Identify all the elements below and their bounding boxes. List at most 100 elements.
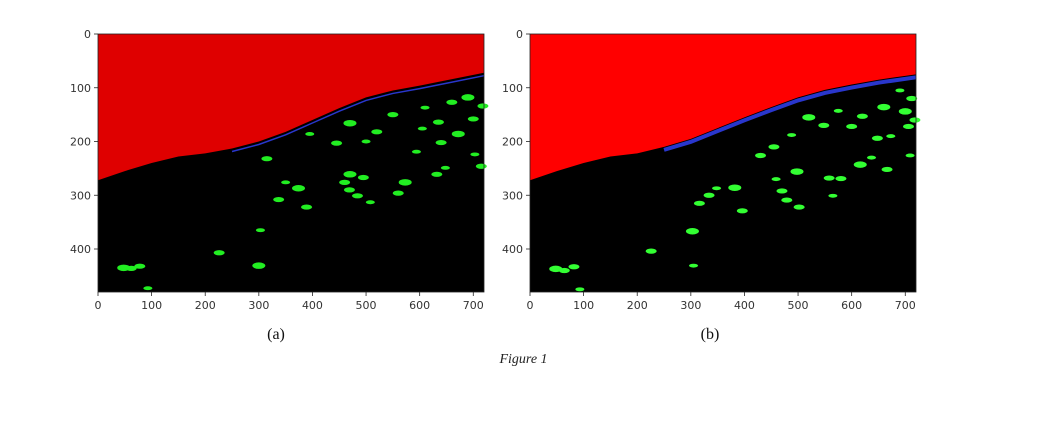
blob-a-23 [435,139,447,146]
blob-b-28 [909,117,921,123]
blob-a-22 [431,171,443,177]
y-tick-label-a-2: 200 [70,136,91,149]
heatmap-a: 0 100 200 300 400 500 600 700 0 100 200 300 400 [70,28,489,312]
blob-b-5 [685,228,699,235]
blob-b-26 [902,123,914,130]
blob-a-4 [213,250,225,256]
x-tick-label-a-5: 500 [356,299,377,312]
blob-b-32 [846,123,858,130]
blob-a-15 [343,171,357,178]
blob-b-37 [768,144,780,150]
blob-a-25 [451,130,465,138]
x-tick-label-b-1: 100 [573,299,594,312]
blob-a-11 [301,204,313,210]
edge-band-b [663,75,917,152]
subcaption-b: (b) [700,326,720,343]
blob-a-8 [273,196,285,203]
blob-a-27 [470,152,480,157]
x-tick-label-a-3: 300 [248,299,269,312]
blob-b-33 [833,108,843,113]
blob-a-31 [371,129,383,135]
edge-band-a [231,74,485,153]
x-tick-label-b-6: 600 [841,299,862,312]
y-tick-label-b-2: 200 [502,136,523,149]
y-tick-label-b-4: 400 [502,243,523,256]
blob-a-5 [252,262,266,269]
blob-b-7 [693,200,705,206]
x-tick-label-b-7: 700 [895,299,916,312]
y-tick-label-b-0: 0 [516,28,523,41]
blob-b-3 [575,287,585,292]
blob-a-14 [343,187,355,193]
subcaption-a: (a) [267,326,285,343]
blob-a-33 [420,105,430,110]
blob-a-10 [292,185,306,192]
blob-b-21 [867,155,877,160]
blob-a-38 [331,140,343,146]
blob-b-14 [781,197,793,203]
blob-b-11 [736,208,748,214]
y-tick-label-a-4: 400 [70,243,91,256]
blob-a-35 [461,94,475,101]
blob-b-19 [835,175,847,182]
blob-b-2 [568,264,580,270]
blob-b-29 [906,95,918,102]
blob-a-3 [143,286,153,291]
blob-a-24 [440,165,450,170]
blob-a-20 [398,179,412,186]
panel-b: 0 100 200 300 400 500 600 700 0 100 200 300 400 [488,0,928,324]
blob-a-30 [343,119,357,127]
blob-a-26 [467,116,479,122]
axes-frame-a [97,33,485,293]
blob-b-25 [898,108,912,115]
sky-region-b [530,34,916,181]
blob-a-32 [387,112,399,118]
sky-region-a [98,34,484,181]
blob-b-17 [823,175,835,181]
blob-b-12 [771,177,781,182]
blob-b-4 [645,248,657,254]
blob-a-39 [361,139,371,144]
blob-b-23 [881,166,893,173]
blob-a-1 [125,265,137,271]
blob-a-16 [351,193,363,199]
blob-a-12 [305,132,315,136]
blob-b-39 [895,88,905,93]
blob-b-22 [871,135,883,141]
heatmap-b: 0 100 200 300 400 500 600 700 0 100 200 300 400 [502,28,921,312]
blob-b-30 [877,103,891,111]
y-tick-label-a-1: 100 [70,82,91,95]
blob-a-7 [261,156,273,162]
x-tick-label-a-4: 400 [302,299,323,312]
blob-b-27 [905,153,915,158]
x-tick-label-b-2: 200 [627,299,648,312]
blob-b-8 [703,192,715,198]
x-tick-label-a-1: 100 [141,299,162,312]
axes-frame-b [529,33,917,293]
blob-a-34 [446,99,458,105]
blob-b-34 [818,122,830,128]
blob-b-16 [793,204,805,210]
blob-a-13 [339,179,351,185]
x-tick-label-b-4: 400 [734,299,755,312]
blob-b-18 [828,193,838,198]
x-tick-label-a-7: 700 [463,299,484,312]
y-tick-label-b-1: 100 [502,82,523,95]
blob-a-21 [411,149,421,154]
y-tick-label-a-3: 300 [70,189,91,202]
blob-b-20 [853,161,867,168]
blob-b-13 [776,188,788,194]
figure-caption: Figure 1 [499,352,548,367]
y-tick-label-b-3: 300 [502,189,523,202]
blob-a-9 [281,180,291,185]
blob-b-31 [856,113,868,119]
blob-a-37 [432,119,444,125]
blob-b-38 [755,152,767,159]
blob-a-28 [475,163,487,169]
blob-a-2 [134,263,146,269]
x-tick-label-a-2: 200 [195,299,216,312]
x-tick-label-b-0: 0 [527,299,534,312]
blob-b-6 [689,263,699,268]
blob-a-29 [477,103,489,109]
blob-b-10 [728,184,742,191]
